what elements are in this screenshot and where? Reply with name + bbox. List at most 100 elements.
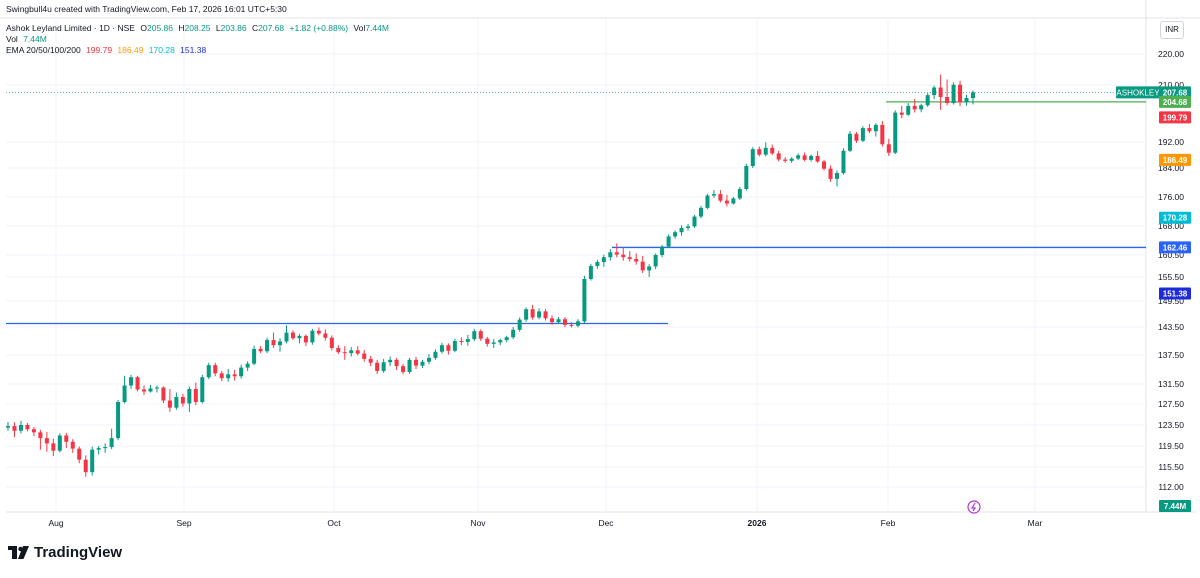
candle-body	[627, 257, 632, 259]
candle-body	[459, 341, 464, 342]
candle-body	[70, 441, 75, 449]
candle-body	[278, 341, 283, 346]
candle-body	[154, 387, 159, 389]
x-tick-label: 2026	[748, 518, 767, 528]
y-tick-label: 112.00	[1158, 482, 1184, 492]
open-value: 205.86	[146, 23, 173, 33]
volume-legend: Vol 7.44M	[6, 34, 50, 44]
candle-body	[96, 448, 101, 450]
candle-body	[465, 339, 470, 342]
candle-body	[530, 309, 535, 318]
candle-body	[316, 330, 321, 334]
earnings-event-icon[interactable]	[967, 500, 981, 514]
change-value: +1.82 (+0.88%)	[289, 23, 349, 33]
candle-body	[686, 226, 691, 228]
candle-body	[718, 194, 723, 201]
candle-body	[776, 153, 781, 160]
candle-body	[886, 144, 891, 153]
candle-body	[834, 173, 840, 179]
tradingview-logo-icon	[8, 545, 29, 559]
candle-body	[828, 168, 833, 179]
candle-body	[271, 340, 276, 346]
y-tick-label: 119.50	[1158, 441, 1184, 451]
x-tick-label: Feb	[881, 518, 896, 528]
y-tick-label: 160.50	[1158, 250, 1184, 260]
candle-body	[433, 351, 438, 358]
candle-body	[919, 105, 924, 110]
candle-body	[478, 331, 483, 339]
candle-body	[854, 133, 859, 141]
candle-body	[867, 128, 872, 132]
candle-body	[614, 252, 619, 255]
candle-body	[388, 359, 393, 363]
candle-body	[5, 426, 11, 428]
ema50-value: 186.49	[117, 45, 144, 55]
candle-body	[83, 459, 88, 473]
candle-body	[698, 207, 703, 217]
candle-body	[141, 389, 147, 392]
symbol-title: Ashok Leyland Limited · 1D · NSE	[6, 23, 135, 33]
high-label: H	[178, 23, 185, 33]
price-tag	[1159, 153, 1191, 166]
candle-body	[783, 159, 788, 161]
candle-body	[757, 149, 762, 155]
y-tick-label: 149.50	[1158, 296, 1184, 306]
candle-body	[550, 318, 555, 323]
currency-button[interactable]: INR	[1160, 21, 1184, 39]
candle-body	[57, 435, 62, 451]
candle-body	[401, 366, 406, 372]
candle-body	[375, 362, 380, 371]
symbol-tag-label: ASHOKLEY	[1116, 88, 1160, 97]
candle-body	[414, 359, 419, 366]
price-tag	[1159, 111, 1191, 124]
candle-body	[174, 397, 179, 408]
y-tick-label: 127.50	[1158, 399, 1184, 409]
y-tick-label: 176.00	[1158, 192, 1184, 202]
candle-body	[556, 319, 561, 323]
candle-body	[38, 432, 43, 439]
candle-body	[491, 342, 496, 344]
close-label: C	[251, 23, 259, 33]
candle-body	[135, 377, 140, 390]
y-tick-label: 115.50	[1158, 462, 1184, 472]
candle-body	[964, 97, 969, 103]
chart-credit: Swingbull4u created with TradingView.com…	[6, 4, 287, 14]
candle-body	[711, 194, 716, 196]
candle-body	[148, 388, 153, 392]
candle-body	[912, 105, 917, 110]
price-tag	[1159, 86, 1191, 99]
tradingview-wordmark: TradingView	[34, 544, 123, 561]
candle-body	[569, 324, 574, 326]
candle-body	[25, 425, 30, 430]
candle-body	[517, 319, 522, 330]
ema20-value: 199.79	[86, 45, 113, 55]
candle-body	[763, 147, 768, 155]
candle-body	[932, 87, 937, 96]
candle-body	[770, 147, 775, 154]
price-tag-label: 151.38	[1163, 289, 1188, 298]
ema-label: EMA 20/50/100/200	[6, 45, 81, 55]
volume-label: Vol	[6, 34, 18, 44]
candle-body	[847, 133, 852, 151]
y-tick-label: 131.50	[1158, 379, 1184, 389]
candle-body	[426, 357, 431, 362]
candle-body	[485, 338, 490, 344]
ema200-value: 151.38	[180, 45, 207, 55]
candle-body	[303, 335, 308, 343]
candle-body	[692, 216, 697, 227]
candle-body	[355, 350, 360, 354]
candle-body	[219, 373, 224, 379]
y-tick-label: 192.00	[1158, 137, 1184, 147]
price-tag-label: 204.68	[1163, 98, 1188, 107]
candle-body	[705, 195, 710, 208]
candle-body	[731, 198, 736, 204]
candle-body	[647, 266, 652, 271]
candle-body	[290, 332, 295, 339]
candle-body	[880, 124, 885, 145]
candle-body	[504, 337, 509, 341]
candle-body	[906, 105, 911, 115]
candle-body	[582, 279, 587, 322]
candle-body	[815, 155, 820, 162]
